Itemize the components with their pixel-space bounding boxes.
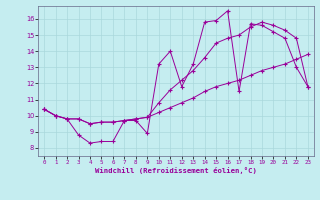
X-axis label: Windchill (Refroidissement éolien,°C): Windchill (Refroidissement éolien,°C): [95, 167, 257, 174]
